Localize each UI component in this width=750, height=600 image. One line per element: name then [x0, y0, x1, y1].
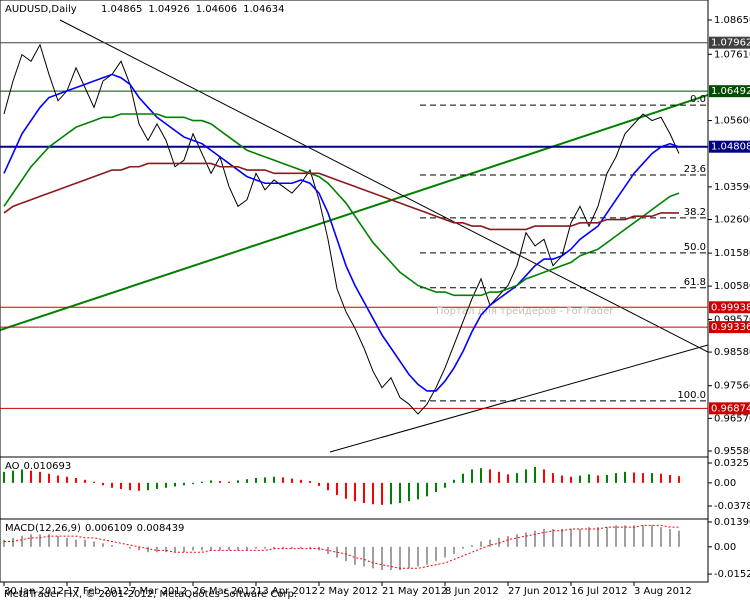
fib-label: 61.8: [684, 277, 706, 288]
footer: MetaTrader FIX, © 2001-2012, MetaQuotes …: [4, 589, 297, 600]
indicator-name: AO: [5, 461, 20, 472]
level-label: 1.06492: [711, 86, 750, 97]
trendline: [329, 344, 708, 453]
level-label: 0.99336: [711, 322, 750, 333]
watermark: Портал для трейдеров - ForTrader: [436, 306, 614, 317]
y-tick-label: 0.00: [714, 478, 736, 489]
level-box: [709, 85, 750, 98]
ohlc-value: 1.04926: [148, 4, 189, 15]
x-tick-label: 16 Jul 2012: [571, 586, 628, 597]
plot-area: 0.0 23.6 38.2 50.0 61.8 100.0 Портал для трейд…: [0, 42, 708, 415]
series-line: [3, 43, 680, 415]
x-tick-label: 13 Apr 2012: [256, 586, 318, 597]
fib-label: 50.0: [684, 242, 706, 253]
series-line: [3, 113, 680, 297]
level-box: [709, 36, 750, 49]
y-tick-label: -0.01522: [714, 569, 750, 580]
y-tick-label: 1.01580: [714, 248, 750, 259]
x-tick-label: 27 Jun 2012: [508, 586, 568, 597]
level-label: 0.99938: [711, 302, 750, 313]
signal-line: [4, 524, 679, 569]
level-box: [709, 402, 750, 415]
trendline: [0, 94, 708, 331]
y-tick-label: -0.03785: [714, 501, 750, 512]
fib-label: 0.0: [690, 94, 706, 105]
y-tick-label: 1.02600: [714, 215, 750, 226]
level-label: 1.07962: [711, 38, 750, 49]
ohlc-values: 1.04865 1.04926 1.04606 1.04634: [101, 4, 284, 15]
series-line: [3, 73, 680, 392]
x-tick-label: 7 Mar 2012: [130, 586, 187, 597]
level-box: [709, 140, 750, 153]
price-panel: 0.0 23.6 38.2 50.0 61.8 100.0 Портал для трейд…: [0, 42, 708, 415]
level-label: 0.96874: [711, 403, 750, 414]
indicator-name: MACD(12,26,9): [5, 523, 81, 534]
indicator-title: AO 0.010693: [5, 461, 71, 472]
indicator-title: MACD(12,26,9) 0.006109 0.008439: [5, 523, 184, 534]
y-tick-label: 1.03590: [714, 182, 750, 193]
y-tick-label: 1.07610: [714, 49, 750, 60]
x-tick-label: 3 Aug 2012: [634, 586, 692, 597]
indicator-value: 0.008439: [137, 523, 185, 534]
ohlc-value: 1.04865: [101, 4, 142, 15]
fib-label: 100.0: [677, 390, 706, 401]
y-tick-label: 1.05600: [714, 116, 750, 127]
plot-frame: [0, 0, 709, 583]
x-tick-label: 2 May 2012: [319, 586, 378, 597]
trendline: [59, 19, 708, 353]
y-tick-label: 0.00: [714, 542, 736, 553]
fib-label: 38.2: [684, 207, 706, 218]
y-tick-label: 0.013906: [714, 517, 750, 528]
level-box: [709, 301, 750, 314]
trendlines: [0, 19, 708, 453]
ohlc-value: 1.04634: [243, 4, 284, 15]
level-label: 1.04808: [711, 142, 750, 153]
y-tick-label: 1.08650: [714, 15, 750, 26]
x-tick-label: 26 Mar 2012: [193, 586, 256, 597]
fib-label: 23.6: [684, 164, 706, 175]
y-tick-label: 0.032516: [714, 458, 750, 469]
indicator-value: 0.006109: [85, 523, 133, 534]
level-box: [709, 321, 750, 334]
x-tick-label: 8 Jun 2012: [445, 586, 499, 597]
x-tick-label: 21 May 2012: [382, 586, 447, 597]
symbol-title: AUDUSD,Daily: [5, 4, 77, 15]
indicator-value: 0.010693: [24, 461, 72, 472]
x-tick-label: 17 Feb 2012: [67, 586, 129, 597]
y-tick-label: 0.95580: [714, 446, 750, 457]
ohlc-value: 1.04606: [196, 4, 237, 15]
x-tick-label: 30 Jan 2012: [4, 586, 64, 597]
series-line: [3, 162, 679, 231]
